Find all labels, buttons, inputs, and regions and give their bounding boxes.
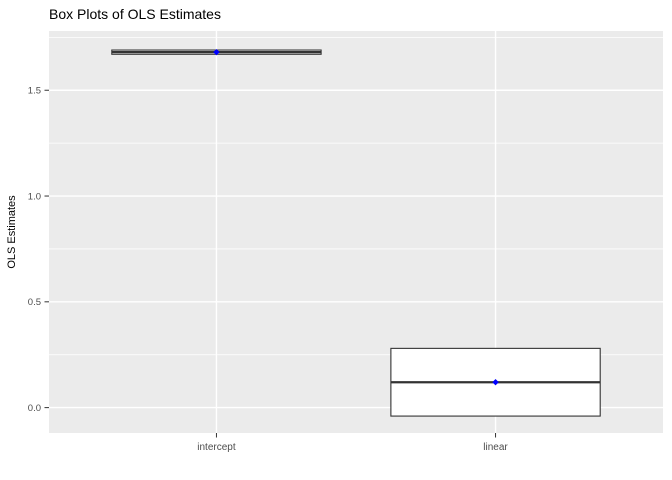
x-category-label: intercept: [197, 442, 236, 453]
y-axis-title: OLS Estimates: [6, 195, 18, 269]
y-tick-label: 1.5: [28, 86, 41, 97]
y-tick-label: 0.0: [28, 403, 41, 414]
y-tick-label: 0.5: [28, 297, 41, 308]
mean-point-linear: [492, 379, 499, 386]
x-category-label: linear: [483, 442, 508, 453]
mean-point-intercept: [213, 48, 220, 56]
y-tick-label: 1.0: [28, 191, 41, 202]
chart-title: Box Plots of OLS Estimates: [49, 6, 221, 22]
